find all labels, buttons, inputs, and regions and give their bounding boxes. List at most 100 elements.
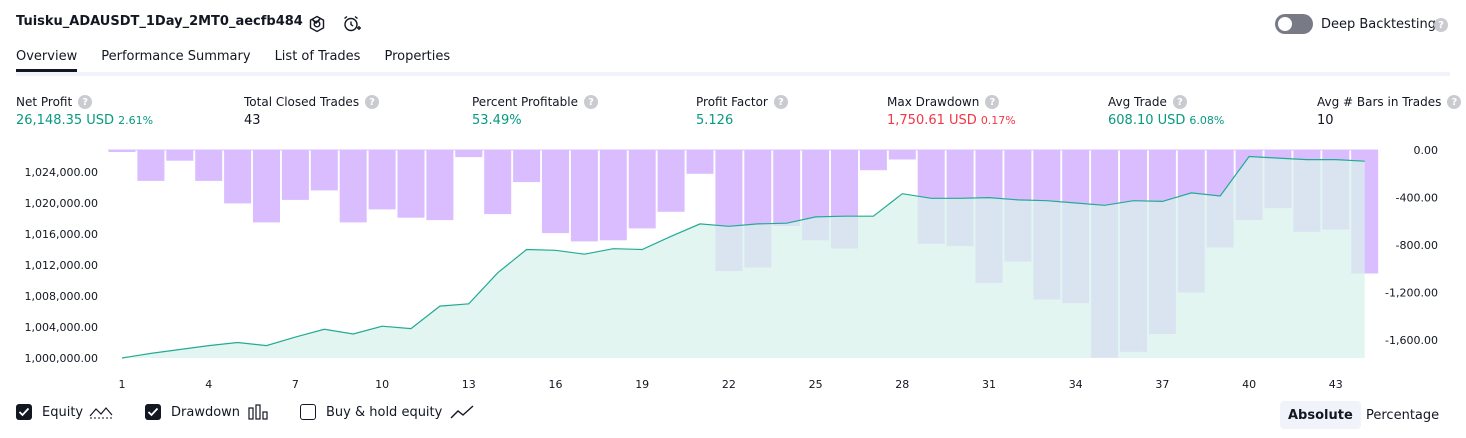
buy-hold-checkbox[interactable] xyxy=(300,404,316,420)
drawdown-bar xyxy=(657,150,685,212)
drawdown-bar xyxy=(484,150,512,215)
x-tick-label: 16 xyxy=(549,378,563,391)
drawdown-bar xyxy=(166,150,194,161)
stat-value: 1,750.61 USD xyxy=(887,113,977,128)
absolute-button[interactable]: Absolute xyxy=(1280,401,1361,429)
percentage-button[interactable]: Percentage xyxy=(1366,407,1440,423)
y-left-tick-label: 1,016,000.00 xyxy=(25,228,98,241)
stat-value: 10 xyxy=(1317,113,1334,128)
strategy-title[interactable]: Tuisku_ADAUSDT_1Day_2MT0_aecfb484 xyxy=(16,14,321,29)
y-right-tick-label: -1,600.00 xyxy=(1385,334,1438,347)
drawdown-bar xyxy=(686,150,714,174)
stat-value: 5.126 xyxy=(696,113,734,128)
legend-equity-label: Equity xyxy=(42,404,84,420)
drawdown-bar xyxy=(426,150,454,221)
question-icon[interactable]: ? xyxy=(583,95,598,109)
x-tick-label: 22 xyxy=(722,378,736,391)
x-tick-label: 34 xyxy=(1069,378,1083,391)
drawdown-bar xyxy=(397,150,425,218)
drawdown-bar xyxy=(310,150,338,191)
area-line-icon xyxy=(89,407,113,419)
drawdown-bar xyxy=(542,150,569,234)
stat-avg-trade: Avg Trade? 608.10 USD 6.08% xyxy=(1108,95,1225,128)
y-left-tick-label: 1,020,000.00 xyxy=(25,197,98,210)
drawdown-bar xyxy=(888,150,916,160)
stat-net-profit: Net Profit? 26,148.35 USD 2.61% xyxy=(16,95,154,128)
x-tick-label: 25 xyxy=(809,378,823,391)
y-left-tick-label: 1,012,000.00 xyxy=(25,259,98,272)
y-right-tick-label: -1,200.00 xyxy=(1385,287,1438,300)
y-left-tick-label: 1,008,000.00 xyxy=(25,290,98,303)
x-tick-label: 13 xyxy=(462,378,476,391)
question-icon[interactable]: ? xyxy=(985,95,1000,109)
stat-profit-factor: Profit Factor? 5.126 xyxy=(696,95,788,128)
drawdown-bar xyxy=(253,150,280,223)
checkmark-icon xyxy=(147,407,159,417)
column-chart-icon xyxy=(248,404,268,420)
tab-performance-summary[interactable]: Performance Summary xyxy=(101,49,251,64)
question-icon[interactable]: ? xyxy=(773,95,788,109)
stat-percent: 6.08% xyxy=(1189,114,1225,127)
x-tick-label: 7 xyxy=(292,378,299,391)
tab-overview[interactable]: Overview xyxy=(16,49,78,72)
drawdown-bar xyxy=(773,150,801,226)
y-right-tick-label: 0.00 xyxy=(1414,144,1439,157)
drawdown-bar xyxy=(195,150,223,181)
x-tick-label: 43 xyxy=(1329,378,1343,391)
equity-area xyxy=(122,156,1365,358)
tab-properties[interactable]: Properties xyxy=(384,49,451,64)
y-left-tick-label: 1,000,000.00 xyxy=(25,352,98,365)
equity-line xyxy=(121,155,1365,359)
gear-icon xyxy=(309,15,325,33)
stat-total-closed-trades: Total Closed Trades? 43 xyxy=(244,95,380,128)
drawdown-bar xyxy=(859,150,887,171)
tab-bar: Overview Performance Summary List of Tra… xyxy=(16,49,474,72)
legend-buy-hold-label: Buy & hold equity xyxy=(326,404,443,420)
y-left-tick-label: 1,024,000.00 xyxy=(25,166,98,179)
deep-backtesting-label: Deep Backtesting xyxy=(1321,17,1437,32)
drawdown-bar xyxy=(108,150,136,152)
x-tick-label: 19 xyxy=(635,378,649,391)
y-right-tick-label: -400.00 xyxy=(1396,192,1438,205)
drawdown-bar xyxy=(455,150,483,158)
settings-button[interactable] xyxy=(307,14,327,34)
drawdown-bar xyxy=(628,150,656,229)
stat-percent: 0.17% xyxy=(980,114,1016,127)
x-tick-label: 37 xyxy=(1155,378,1169,391)
strategy-name: Tuisku_ADAUSDT_1Day_2MT0_aecfb484 xyxy=(16,14,303,29)
drawdown-bar xyxy=(570,150,598,242)
question-icon[interactable]: ? xyxy=(1434,18,1448,32)
drawdown-checkbox[interactable] xyxy=(145,404,161,420)
deep-backtesting-toggle[interactable] xyxy=(1275,14,1313,34)
legend-drawdown-label: Drawdown xyxy=(171,404,241,420)
x-tick-label: 1 xyxy=(119,378,126,391)
stat-percent-profitable: Percent Profitable? 53.49% xyxy=(472,95,598,128)
drawdown-bar xyxy=(513,150,541,183)
x-tick-label: 10 xyxy=(375,378,389,391)
add-alert-button[interactable] xyxy=(341,13,363,35)
checkmark-icon xyxy=(18,407,30,417)
question-icon[interactable]: ? xyxy=(1172,95,1187,109)
drawdown-bar xyxy=(137,150,165,181)
stat-percent: 2.61% xyxy=(118,114,154,127)
drawdown-bar xyxy=(339,150,367,223)
question-icon[interactable]: ? xyxy=(365,95,380,109)
y-left-tick-label: 1,004,000.00 xyxy=(25,321,98,334)
equity-drawdown-chart: 1,000,000.00 1,004,000.00 1,008,000.00 1,01… xyxy=(25,144,1439,391)
equity-checkbox[interactable] xyxy=(16,404,32,420)
y-right-tick-label: -800.00 xyxy=(1396,239,1438,252)
drawdown-bar xyxy=(224,150,252,204)
drawdown-bar xyxy=(281,150,309,200)
stat-value: 53.49% xyxy=(472,113,522,128)
legend-buy-hold[interactable]: Buy & hold equity xyxy=(300,404,474,420)
tab-list-of-trades[interactable]: List of Trades xyxy=(274,49,361,64)
legend-equity[interactable]: Equity xyxy=(16,404,113,420)
stat-avg-bars-in-trades: Avg # Bars in Trades? 10 xyxy=(1317,95,1462,128)
alarm-clock-icon xyxy=(344,15,361,32)
question-icon[interactable]: ? xyxy=(78,95,93,109)
question-icon[interactable]: ? xyxy=(1447,95,1462,109)
line-chart-icon xyxy=(450,405,474,419)
x-tick-label: 40 xyxy=(1242,378,1256,391)
stat-value: 26,148.35 USD xyxy=(16,113,115,128)
legend-drawdown[interactable]: Drawdown xyxy=(145,404,270,420)
